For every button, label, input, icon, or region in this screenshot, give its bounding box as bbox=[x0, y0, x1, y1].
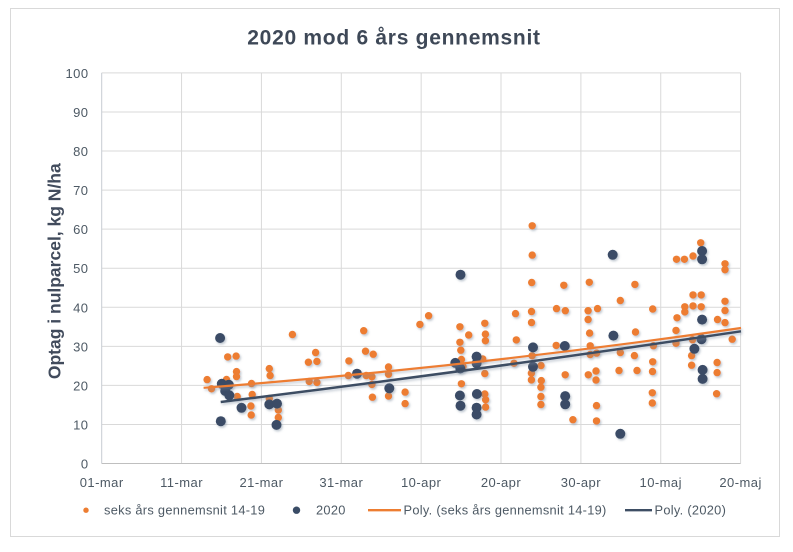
svg-text:10: 10 bbox=[73, 417, 88, 432]
svg-text:60: 60 bbox=[73, 222, 88, 237]
svg-text:seks års gennemsnit 14-19: seks års gennemsnit 14-19 bbox=[104, 503, 265, 518]
svg-text:Poly. (seks års gennemsnit 14-: Poly. (seks års gennemsnit 14-19) bbox=[404, 503, 607, 518]
svg-text:31-mar: 31-mar bbox=[319, 475, 363, 490]
svg-text:10-maj: 10-maj bbox=[640, 475, 682, 490]
svg-text:2020 mod 6 års gennemsnit: 2020 mod 6 års gennemsnit bbox=[247, 27, 540, 50]
svg-text:30: 30 bbox=[73, 339, 88, 354]
svg-text:80: 80 bbox=[73, 144, 88, 159]
svg-text:100: 100 bbox=[65, 66, 88, 81]
svg-text:01-mar: 01-mar bbox=[80, 475, 124, 490]
svg-text:20: 20 bbox=[73, 378, 88, 393]
svg-text:10-apr: 10-apr bbox=[401, 475, 441, 490]
svg-text:40: 40 bbox=[73, 300, 88, 315]
svg-text:11-mar: 11-mar bbox=[160, 475, 203, 490]
svg-text:0: 0 bbox=[81, 457, 89, 472]
svg-text:2020: 2020 bbox=[316, 503, 346, 518]
svg-text:20-apr: 20-apr bbox=[481, 475, 521, 490]
svg-text:70: 70 bbox=[73, 183, 88, 198]
svg-text:30-apr: 30-apr bbox=[561, 475, 601, 490]
svg-text:20-maj: 20-maj bbox=[719, 475, 761, 490]
svg-text:Poly. (2020): Poly. (2020) bbox=[655, 503, 727, 518]
svg-text:90: 90 bbox=[73, 105, 88, 120]
svg-text:50: 50 bbox=[73, 261, 88, 276]
svg-text:21-mar: 21-mar bbox=[239, 475, 283, 490]
svg-text:Optag i nulparcel, kg N/ha: Optag i nulparcel, kg N/ha bbox=[45, 163, 65, 379]
